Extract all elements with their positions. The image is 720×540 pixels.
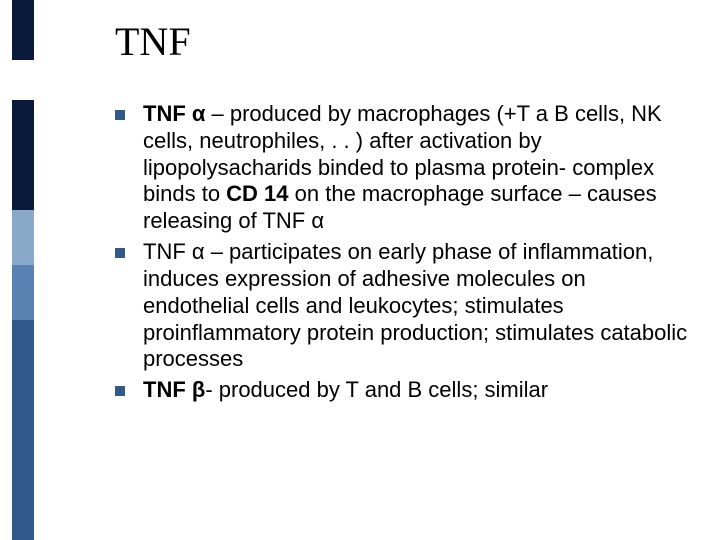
bullet-item: TNF α – participates on early phase of i…	[115, 239, 695, 373]
bullet-bold-mid: CD 14	[226, 181, 288, 206]
slide-title: TNF	[115, 18, 695, 65]
deco-seg-2	[12, 100, 34, 210]
deco-seg-1	[12, 60, 34, 100]
deco-seg-6	[12, 375, 34, 540]
bullet-text: - produced by T and B cells; similar	[205, 377, 548, 402]
slide-content: TNF TNF α – produced by macrophages (+T …	[115, 18, 695, 408]
deco-seg-5	[12, 320, 34, 375]
deco-seg-0	[12, 0, 34, 60]
deco-seg-3	[12, 210, 34, 265]
bullet-list: TNF α – produced by macrophages (+T a B …	[115, 101, 695, 404]
bullet-bold-lead: TNF α	[143, 101, 205, 126]
bullet-item: TNF β- produced by T and B cells; simila…	[115, 377, 695, 404]
deco-seg-4	[12, 265, 34, 320]
side-decoration	[0, 0, 40, 540]
bullet-text: TNF α – participates on early phase of i…	[143, 239, 687, 371]
bullet-item: TNF α – produced by macrophages (+T a B …	[115, 101, 695, 235]
bullet-bold-lead: TNF β	[143, 377, 205, 402]
